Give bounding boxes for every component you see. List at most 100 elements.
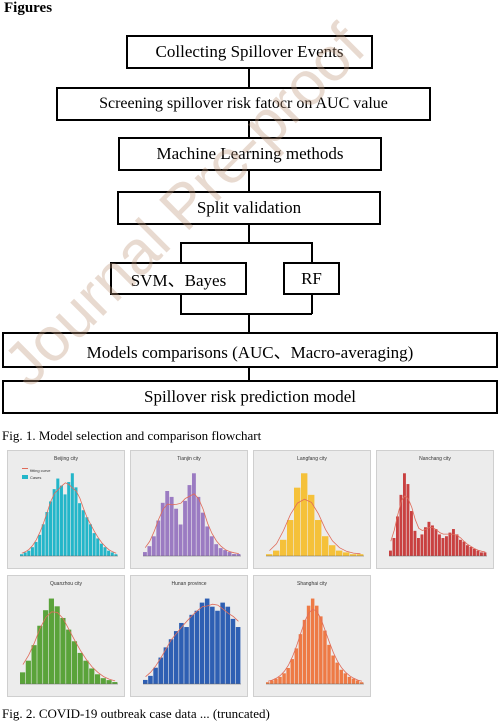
histogram-bar (204, 598, 210, 684)
page-heading: Figures (4, 0, 53, 16)
panel-title: Shanghai city (297, 581, 328, 587)
histogram-bar (100, 678, 106, 684)
legend-swatch (22, 468, 28, 469)
histogram-bar (63, 494, 67, 556)
histogram-bar (282, 673, 286, 684)
flow-step-svm-bayes: SVM、Bayes (110, 262, 247, 295)
histogram-tianjin: Tianjin city (143, 456, 241, 557)
histogram-bar (323, 630, 327, 684)
histogram-bar (287, 520, 294, 556)
fitting-curve (21, 482, 117, 554)
flow-step-ml-methods: Machine Learning methods (118, 137, 382, 171)
histogram-bar (417, 538, 420, 556)
histogram-bar (27, 550, 31, 556)
histogram-bar (77, 652, 83, 684)
histogram-bar (70, 473, 74, 556)
flow-step-split-validation: Split validation (117, 191, 381, 225)
histogram-bar (448, 532, 452, 556)
histogram-bar (169, 496, 174, 556)
flow-connector (311, 295, 313, 314)
histogram-bar (351, 678, 356, 684)
histogram-bar (215, 610, 220, 684)
histogram-bar (71, 641, 78, 684)
histogram-bar (174, 508, 179, 556)
flow-connector (248, 368, 250, 380)
histogram-bar (99, 543, 103, 556)
histogram-bar (156, 520, 161, 556)
histogram-bar (183, 500, 187, 556)
histogram-bar (294, 487, 301, 556)
panel-title: Hunan province (171, 581, 206, 587)
histogram-bar (483, 552, 487, 556)
histogram-bar (173, 631, 179, 684)
histogram-bar (294, 648, 299, 684)
histogram-bar (196, 496, 201, 556)
flow-step-collect: Collecting Spillover Events (126, 35, 373, 69)
histogram-bar (112, 682, 118, 684)
histogram-bar (306, 605, 311, 684)
histogram-bar (339, 669, 343, 684)
histogram-bar (473, 548, 476, 556)
panel-beijing: Beijing city fitting curve Cases (7, 450, 125, 569)
fitting-curve (269, 498, 361, 555)
histogram-bar (350, 554, 357, 556)
histogram-bar (189, 614, 194, 684)
histogram-bar (92, 533, 96, 556)
histogram-bar (270, 680, 274, 684)
histogram-bar (214, 544, 219, 556)
histogram-bar (110, 552, 114, 556)
panel-quanzhou: Quanzhou city (7, 575, 125, 697)
histogram-nanchang: Nanchang city (389, 456, 487, 557)
histogram-bar (148, 675, 153, 684)
histogram-bar (38, 534, 42, 556)
legend-label: fitting curve (30, 468, 51, 473)
fitting-curve (22, 611, 116, 682)
panel-hunan: Hunan province (130, 575, 248, 697)
histogram-bar (431, 525, 434, 556)
histogram-bar (424, 527, 427, 556)
histogram-bar (266, 554, 273, 556)
histogram-bar (403, 473, 406, 556)
histogram-bar (25, 660, 31, 684)
histogram-bar (23, 552, 27, 556)
histogram-bar (476, 550, 480, 556)
histogram-bar (319, 616, 323, 684)
histogram-bar (420, 534, 424, 556)
histogram-bar (315, 520, 322, 556)
histogram-bar (445, 536, 448, 556)
flow-connector (248, 314, 250, 332)
histogram-bar (54, 606, 60, 684)
histogram-bar (290, 659, 294, 684)
histogram-bar (43, 610, 49, 684)
histogram-bar (335, 662, 339, 684)
histogram-bar (178, 524, 183, 556)
histogram-bar (59, 485, 63, 556)
histogram-bar (434, 529, 438, 556)
histogram-bar (56, 478, 60, 556)
histogram-bar (165, 491, 170, 556)
histogram-bar (399, 494, 403, 556)
legend-label: Cases (30, 475, 41, 480)
flow-connector (248, 171, 250, 191)
histogram-bar (74, 487, 78, 556)
flow-connector (311, 242, 313, 262)
histogram-bar (327, 644, 331, 684)
histogram-bar (179, 622, 184, 684)
flow-connector (180, 295, 182, 314)
histogram-bar (286, 667, 290, 684)
histogram-bar (298, 634, 303, 684)
histogram-langfang: Langfang city (266, 456, 364, 557)
histogram-bar (160, 502, 165, 556)
histogram-bar (355, 680, 360, 684)
histogram-bar (168, 639, 174, 684)
histogram-bar (205, 526, 210, 556)
histogram-bar (158, 657, 164, 684)
histogram-hunan: Hunan province (143, 581, 241, 685)
flow-connector (180, 242, 182, 262)
histogram-bar (302, 619, 307, 684)
histogram-bar (187, 485, 192, 556)
histogram-bar (452, 529, 455, 556)
flow-step-models-comparison: Models comparisons (AUC、Macro-averaging) (2, 332, 498, 368)
panel-title: Nanchang city (419, 456, 451, 462)
histogram-bar (331, 655, 335, 684)
